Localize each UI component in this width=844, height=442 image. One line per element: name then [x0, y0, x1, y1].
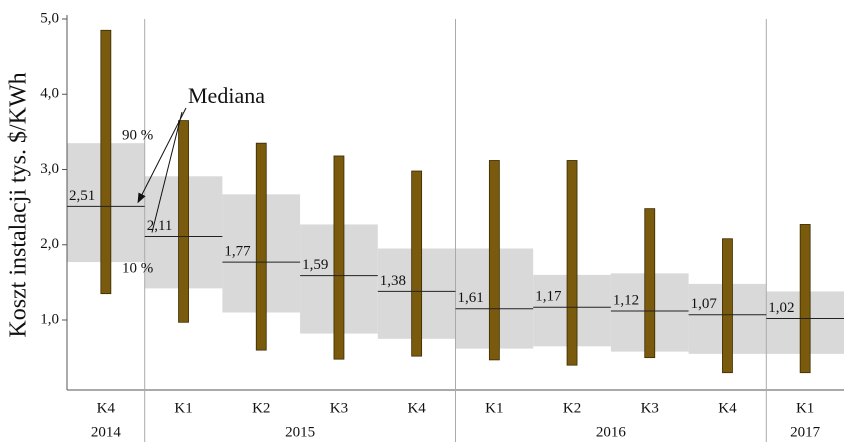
- annotation-p10: 10 %: [122, 260, 153, 276]
- y-tick-label: 4,0: [40, 86, 59, 102]
- range-bar: [644, 208, 656, 359]
- x-tick-label: K4: [407, 400, 426, 416]
- median-label: 1,77: [224, 244, 251, 260]
- year-label: 2015: [285, 424, 315, 440]
- year-label: 2014: [91, 424, 122, 440]
- range-bar: [799, 224, 811, 374]
- median-label: 1,59: [302, 257, 328, 273]
- annotation-p90: 90 %: [122, 127, 153, 143]
- range-bar: [333, 155, 345, 360]
- x-tick-label: K2: [252, 400, 270, 416]
- range-bar: [566, 160, 578, 366]
- median-label: 1,17: [535, 289, 562, 305]
- range-bar: [100, 29, 112, 295]
- x-tick-label: K3: [330, 400, 348, 416]
- median-label: 1,61: [458, 290, 484, 306]
- x-tick-label: K3: [641, 400, 659, 416]
- annotation-arrow: [151, 111, 183, 233]
- median-label: 2,51: [69, 188, 95, 204]
- median-label: 2,11: [147, 218, 173, 234]
- median-label: 1,02: [768, 300, 794, 316]
- year-label: 2016: [596, 424, 627, 440]
- range-bar: [722, 238, 733, 374]
- median-label: 1,38: [380, 273, 406, 289]
- range-bar: [178, 120, 189, 323]
- x-tick-label: K4: [718, 400, 737, 416]
- y-tick-label: 1,0: [40, 311, 59, 327]
- y-tick-label: 3,0: [40, 161, 59, 177]
- range-bar: [488, 160, 500, 361]
- median-label: 1,12: [613, 292, 639, 308]
- x-tick-label: K4: [97, 400, 116, 416]
- year-label: 2017: [790, 424, 821, 440]
- y-tick-label: 5,0: [40, 10, 59, 26]
- range-bar: [411, 170, 423, 357]
- annotation-median: Mediana: [188, 83, 265, 108]
- y-tick-label: 2,0: [40, 236, 59, 252]
- annotation-arrow: [137, 107, 187, 204]
- x-tick-label: K1: [796, 400, 814, 416]
- x-tick-label: K1: [174, 400, 192, 416]
- x-tick-label: K2: [563, 400, 581, 416]
- range-bar: [255, 142, 267, 351]
- median-label: 1,07: [691, 296, 718, 312]
- x-tick-label: K1: [485, 400, 503, 416]
- y-axis-label: Koszt instalacji tys. $/KWh: [6, 72, 32, 337]
